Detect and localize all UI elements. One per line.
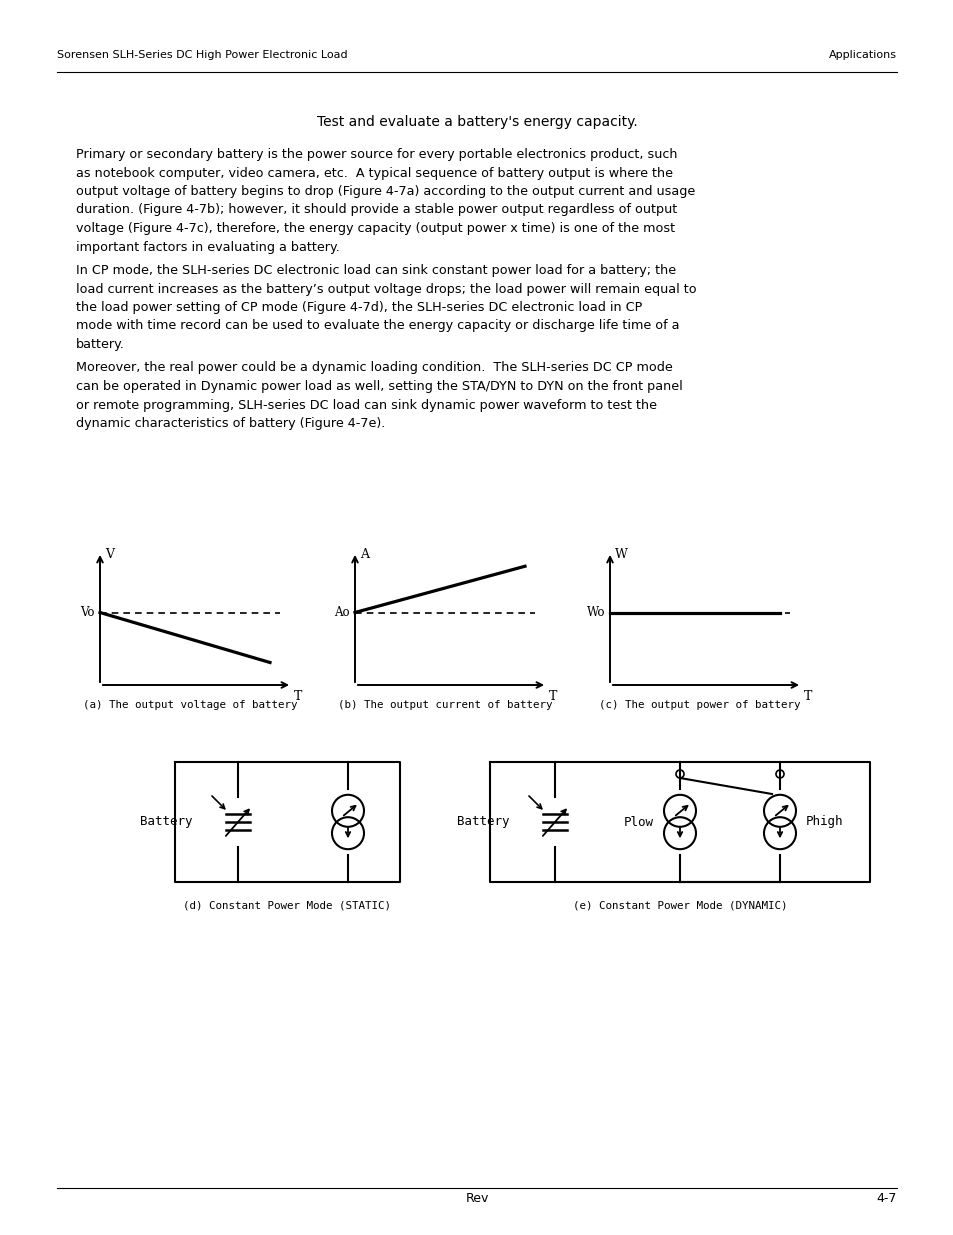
Text: Applications: Applications xyxy=(828,49,896,61)
Text: Rev: Rev xyxy=(465,1192,488,1205)
Text: In CP mode, the SLH-series DC electronic load can sink constant power load for a: In CP mode, the SLH-series DC electronic… xyxy=(76,264,676,277)
Text: Primary or secondary battery is the power source for every portable electronics : Primary or secondary battery is the powe… xyxy=(76,148,677,161)
Text: T: T xyxy=(294,690,302,703)
Text: (a) The output voltage of battery: (a) The output voltage of battery xyxy=(83,700,297,710)
Text: Sorensen SLH-Series DC High Power Electronic Load: Sorensen SLH-Series DC High Power Electr… xyxy=(57,49,347,61)
Text: Moreover, the real power could be a dynamic loading condition.  The SLH-series D: Moreover, the real power could be a dyna… xyxy=(76,362,672,374)
Text: voltage (Figure 4-7c), therefore, the energy capacity (output power x time) is o: voltage (Figure 4-7c), therefore, the en… xyxy=(76,222,675,235)
Text: Test and evaluate a battery's energy capacity.: Test and evaluate a battery's energy cap… xyxy=(316,115,637,128)
Text: Vo: Vo xyxy=(80,606,95,619)
Text: dynamic characteristics of battery (Figure 4-7e).: dynamic characteristics of battery (Figu… xyxy=(76,417,385,430)
Text: output voltage of battery begins to drop (Figure 4-7a) according to the output c: output voltage of battery begins to drop… xyxy=(76,185,695,198)
Text: the load power setting of CP mode (Figure 4-7d), the SLH-series DC electronic lo: the load power setting of CP mode (Figur… xyxy=(76,301,641,314)
Text: can be operated in Dynamic power load as well, setting the STA/DYN to DYN on the: can be operated in Dynamic power load as… xyxy=(76,380,682,393)
Text: battery.: battery. xyxy=(76,338,125,351)
Text: T: T xyxy=(548,690,557,703)
Text: load current increases as the battery’s output voltage drops; the load power wil: load current increases as the battery’s … xyxy=(76,283,696,295)
Text: Phigh: Phigh xyxy=(805,815,842,829)
Text: important factors in evaluating a battery.: important factors in evaluating a batter… xyxy=(76,241,339,253)
Text: duration. (Figure 4-7b); however, it should provide a stable power output regard: duration. (Figure 4-7b); however, it sho… xyxy=(76,204,677,216)
Text: (b) The output current of battery: (b) The output current of battery xyxy=(337,700,552,710)
Text: (c) The output power of battery: (c) The output power of battery xyxy=(598,700,800,710)
Text: mode with time record can be used to evaluate the energy capacity or discharge l: mode with time record can be used to eva… xyxy=(76,320,679,332)
Text: T: T xyxy=(803,690,812,703)
Text: or remote programming, SLH-series DC load can sink dynamic power waveform to tes: or remote programming, SLH-series DC loa… xyxy=(76,399,657,411)
Text: W: W xyxy=(615,548,627,561)
Text: (d) Constant Power Mode (STATIC): (d) Constant Power Mode (STATIC) xyxy=(183,900,391,910)
Text: Battery: Battery xyxy=(140,815,193,829)
Text: Wo: Wo xyxy=(586,606,604,619)
Text: A: A xyxy=(359,548,369,561)
Text: 4-7: 4-7 xyxy=(876,1192,896,1205)
Text: as notebook computer, video camera, etc.  A typical sequence of battery output i: as notebook computer, video camera, etc.… xyxy=(76,167,672,179)
Text: Ao: Ao xyxy=(334,606,350,619)
Text: Plow: Plow xyxy=(623,815,654,829)
Text: V: V xyxy=(105,548,113,561)
Text: Battery: Battery xyxy=(457,815,510,829)
Text: (e) Constant Power Mode (DYNAMIC): (e) Constant Power Mode (DYNAMIC) xyxy=(572,900,786,910)
